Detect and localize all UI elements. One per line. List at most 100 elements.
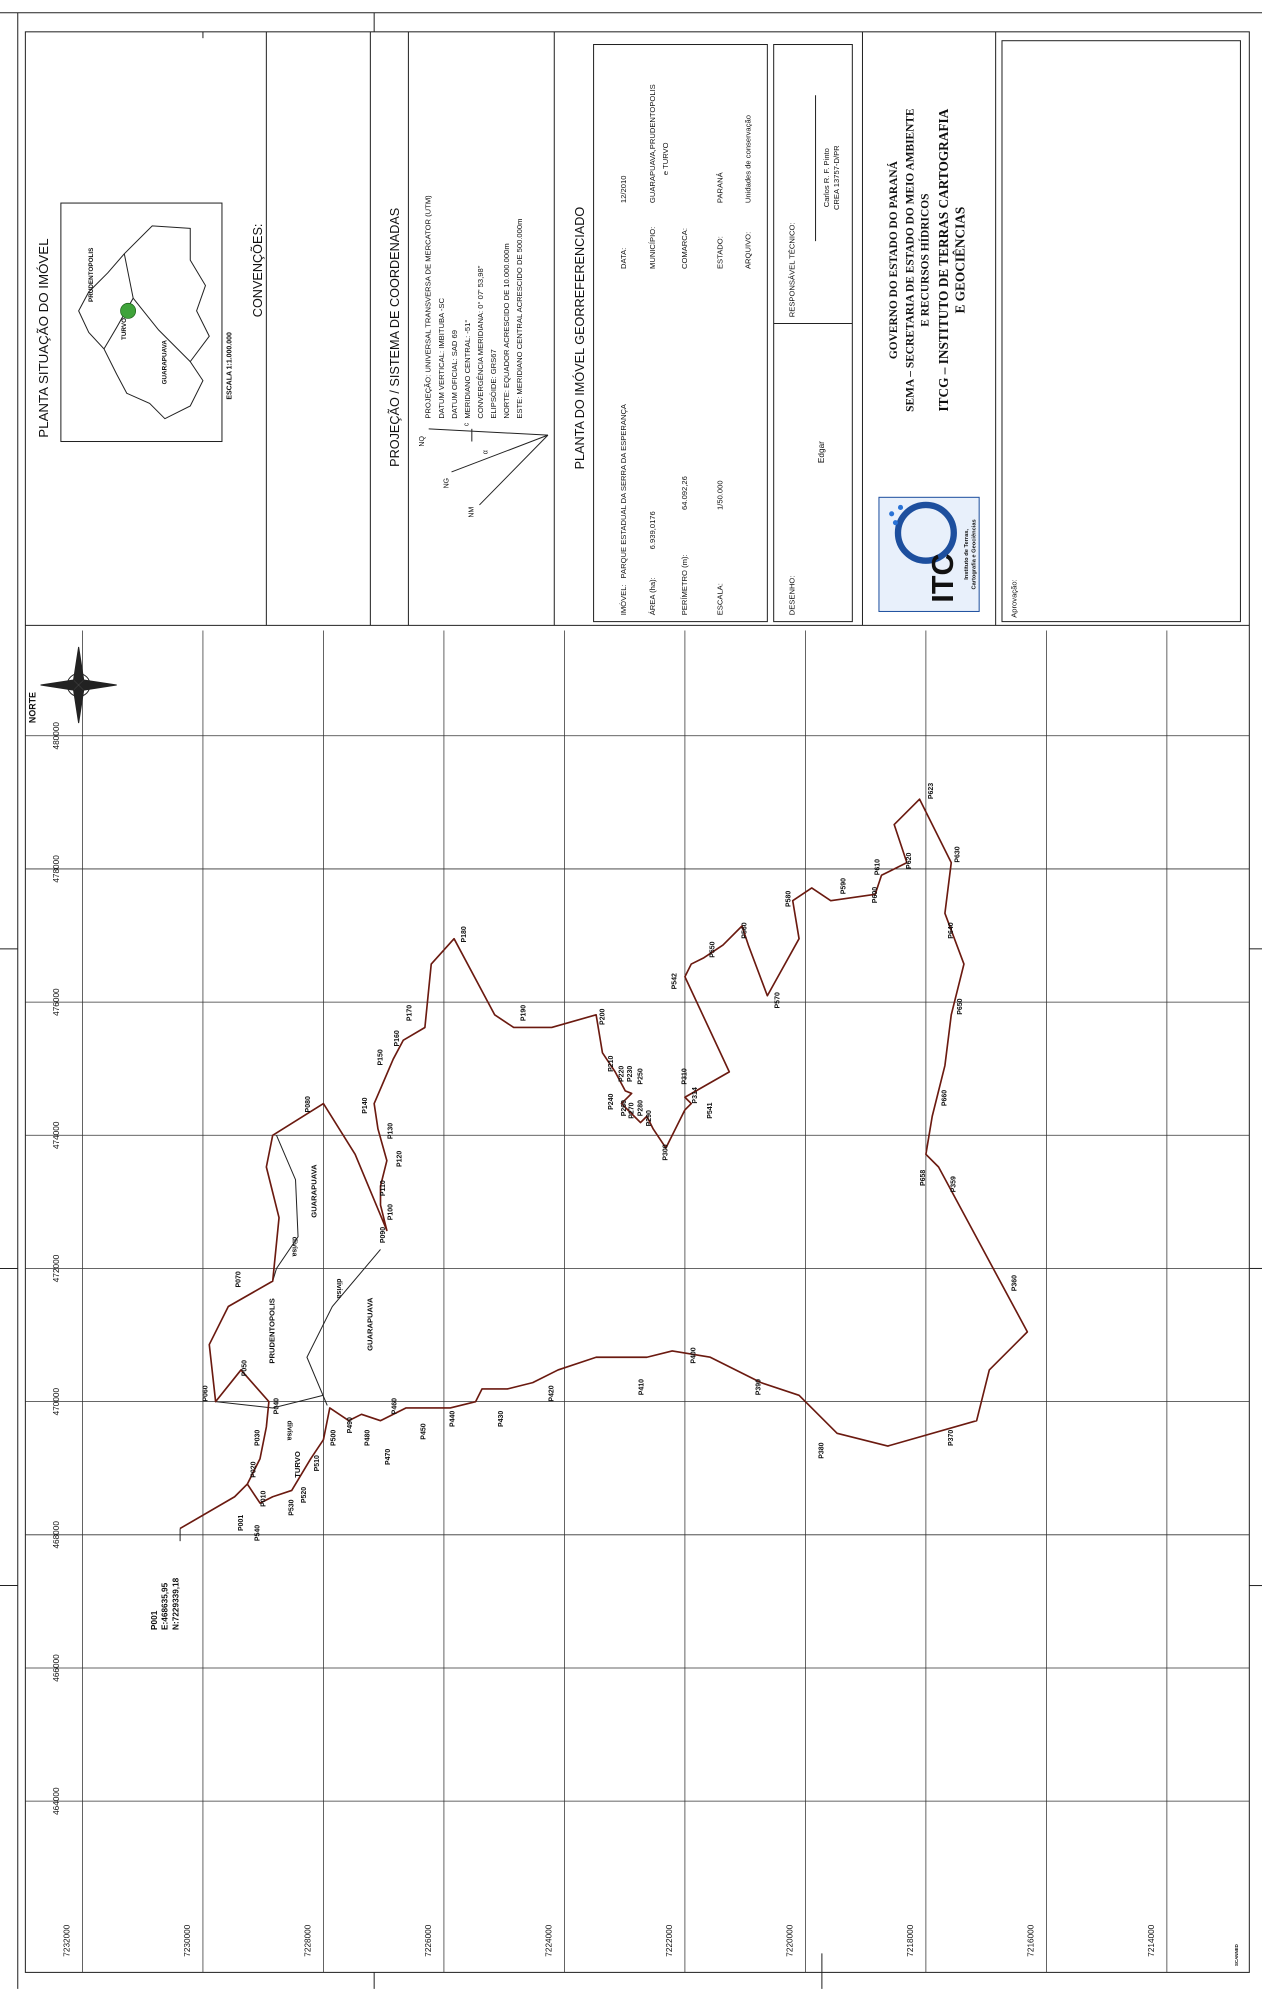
area-label: PRUDENTOPOLIS — [268, 1298, 277, 1363]
northing-label: 7230000 — [183, 1924, 192, 1956]
agency-line: ITCG – INSTITUTO DE TERRAS CARTOGRAFIA — [936, 108, 951, 411]
point-label: P540 — [254, 1525, 261, 1541]
point-label: P420 — [549, 1385, 556, 1401]
point-label: P070 — [235, 1271, 242, 1287]
field-value: e TURVO — [661, 142, 670, 175]
point-label: P300 — [663, 1144, 670, 1160]
field-label: DATA: — [619, 248, 628, 269]
origin-label: P001 — [150, 1610, 159, 1630]
field-label: ESTADO: — [715, 236, 724, 269]
point-label: P470 — [385, 1449, 392, 1465]
point-label: P623 — [928, 783, 935, 799]
easting-label: 470000 — [52, 1387, 61, 1415]
point-label: P240 — [608, 1094, 615, 1110]
field-value: 1/50.000 — [715, 480, 724, 510]
easting-label: 476000 — [52, 988, 61, 1016]
northing-label: 7218000 — [906, 1924, 915, 1956]
point-label: P210 — [608, 1055, 615, 1071]
point-label: P140 — [362, 1097, 369, 1113]
point-label: P650 — [957, 998, 964, 1014]
panel-lines — [60, 31, 1241, 626]
point-label: P400 — [691, 1347, 698, 1363]
northing-label: 7216000 — [1026, 1924, 1035, 1956]
field-value: GUARAPUAVA,PRUDENTOPOLIS — [648, 84, 657, 203]
point-label: P380 — [819, 1442, 826, 1458]
field-value: PARQUE ESTADUAL DA SERRA DA ESPERANÇA — [619, 403, 628, 578]
point-label: P200 — [599, 1009, 606, 1025]
point-label: P410 — [639, 1379, 646, 1395]
point-label: P150 — [377, 1049, 384, 1065]
section-title: PROJEÇÃO / SISTEMA DE COORDENADAS — [388, 208, 402, 467]
projection-line: ELIPSÓIDE: GRS67 — [489, 349, 498, 418]
division-label: divisa — [290, 1237, 297, 1257]
point-label: P001 — [238, 1515, 245, 1531]
easting-label: 480000 — [52, 722, 61, 750]
point-label: P090 — [380, 1227, 387, 1243]
point-label: P480 — [365, 1430, 372, 1446]
area-label: GUARAPUAVA — [310, 1164, 319, 1218]
point-label: P270 — [628, 1102, 635, 1118]
easting-label: 466000 — [52, 1654, 61, 1682]
point-label: P060 — [202, 1385, 209, 1401]
northing-label: 7232000 — [62, 1924, 71, 1956]
point-label: P170 — [407, 1005, 414, 1021]
agency-line: SEMA – SECRETARIA DE ESTADO DO MEIO AMBI… — [904, 108, 916, 412]
projection-line: NORTE: EQUADOR ACRESCIDO DE 10.000.000m — [502, 243, 511, 418]
point-label: P658 — [920, 1170, 927, 1186]
point-label: P080 — [305, 1096, 312, 1112]
point-label: P620 — [906, 853, 913, 869]
point-label: P020 — [251, 1461, 258, 1477]
area-label: TURVO — [293, 1451, 302, 1478]
point-label: P510 — [314, 1455, 321, 1471]
point-label: P550 — [710, 941, 717, 957]
projection-line: CONVERGÊNCIA MERIDIANA: 0° 07' 53,98" — [476, 265, 485, 418]
point-label: P450 — [420, 1423, 427, 1439]
field-value: 6.939,0176 — [648, 511, 657, 549]
field-label: RESPONSÁVEL TÉCNICO: — [788, 222, 797, 317]
field-value: 12/2010 — [619, 176, 628, 204]
point-label: P520 — [301, 1487, 308, 1503]
projection-line: PROJEÇÃO: UNIVERSAL TRANSVERSA DE MERCAT… — [424, 195, 433, 419]
field-label: ARQUIVO: — [743, 232, 752, 269]
point-label: P660 — [942, 1090, 949, 1106]
logo-text: ITC — [926, 554, 960, 603]
point-label: P542 — [672, 973, 679, 989]
signature-text: Carlos R. F. Pinto — [822, 148, 831, 207]
point-label: P640 — [948, 922, 955, 938]
section-title: PLANTA SITUAÇÃO DO IMÓVEL — [36, 238, 51, 437]
point-label: P370 — [948, 1430, 955, 1446]
field-value: Edgar — [817, 441, 826, 463]
inset-label: PRUDENTOPOLIS — [88, 248, 95, 302]
stamp: SCANNED — [1234, 1944, 1239, 1966]
easting-label: 464000 — [52, 1787, 61, 1815]
projection-line: ESTE: MERIDIANO CENTRAL ACRESCIDO DE 500… — [515, 219, 524, 419]
point-label: P260 — [621, 1100, 628, 1116]
field-value: 64.092,26 — [680, 476, 689, 510]
point-label: P250 — [637, 1068, 644, 1084]
field-label: ÁREA (ha): — [648, 577, 657, 615]
field-value: Unidades de conservação — [743, 115, 752, 203]
agency-line: GOVERNO DO ESTADO DO PARANÁ — [886, 160, 900, 359]
point-label: P590 — [840, 878, 847, 894]
north-label: NG — [443, 478, 450, 488]
point-label: P030 — [254, 1430, 261, 1446]
field-label: IMÓVEL: — [619, 584, 628, 615]
north-label: NM — [469, 507, 476, 518]
point-label: P541 — [707, 1102, 714, 1118]
point-label: P600 — [872, 887, 879, 903]
point-label: P100 — [387, 1204, 394, 1220]
point-label: P110 — [380, 1180, 387, 1196]
point-label: P570 — [774, 992, 781, 1008]
logo-caption: Instituto de Terras, — [964, 529, 970, 580]
easting-label: 472000 — [52, 1254, 61, 1282]
point-label: P360 — [1012, 1275, 1019, 1291]
field-label: Aprovação: — [1010, 579, 1019, 618]
point-label: P130 — [387, 1123, 394, 1139]
point-label: P440 — [450, 1411, 457, 1427]
section-title: PLANTA DO IMÓVEL GEORREFERENCIADO — [572, 207, 587, 470]
agency-line: E GEOCIÊNCIAS — [952, 207, 967, 314]
point-label: P310 — [682, 1068, 689, 1084]
northing-label: 7220000 — [785, 1924, 794, 1956]
